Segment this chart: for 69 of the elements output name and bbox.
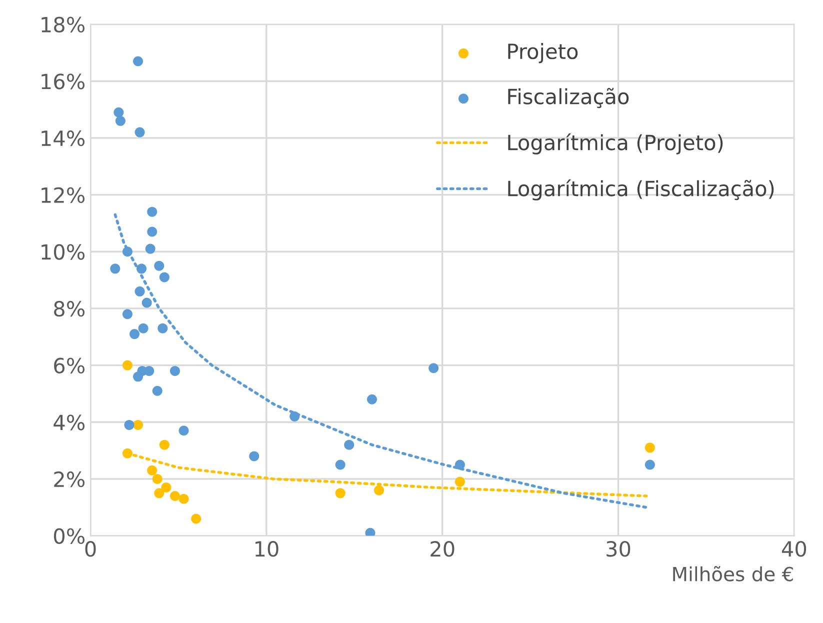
point	[344, 440, 354, 450]
line-series	[114, 213, 648, 509]
legend-label: Logarítmica (Projeto)	[508, 133, 723, 154]
point	[122, 360, 132, 370]
y-tick-label: 18%	[42, 16, 85, 33]
point	[249, 451, 260, 462]
point	[122, 309, 132, 320]
point	[147, 206, 158, 217]
y-tick-label: 14%	[42, 130, 85, 146]
point	[290, 411, 300, 422]
point	[134, 286, 145, 296]
point	[133, 56, 144, 66]
x-tick-label: 10	[255, 541, 278, 557]
point	[428, 363, 439, 374]
point	[152, 474, 162, 484]
point	[133, 372, 144, 382]
x-tick-label: 0	[85, 541, 96, 557]
point	[178, 426, 189, 436]
point	[374, 485, 384, 496]
point	[147, 226, 158, 237]
point	[191, 514, 202, 524]
point	[154, 488, 164, 498]
point	[335, 460, 346, 470]
point	[114, 107, 124, 118]
point	[122, 246, 132, 257]
point	[644, 460, 655, 470]
point	[644, 442, 655, 453]
x-axis-title: Milhões de €	[673, 566, 793, 582]
point	[142, 298, 152, 308]
point	[454, 460, 465, 470]
point	[122, 448, 132, 458]
legend-label: Fiscalização	[508, 88, 629, 108]
y-tick-label: 0%	[54, 528, 85, 544]
point	[136, 264, 147, 274]
y-tick-label: 4%	[54, 414, 85, 430]
point	[159, 272, 170, 282]
point	[366, 394, 378, 404]
point	[147, 465, 158, 476]
y-tick-label: 8%	[54, 300, 85, 317]
point	[365, 528, 376, 536]
point	[152, 386, 162, 396]
point	[158, 323, 168, 334]
legend-label: Projeto	[508, 43, 578, 64]
point	[161, 482, 172, 492]
y-tick-label: 10%	[42, 244, 85, 260]
x-tick-label: 20	[430, 541, 454, 557]
point	[170, 366, 180, 376]
point	[110, 264, 120, 274]
y-tick-label: 6%	[54, 358, 85, 374]
point	[454, 476, 465, 487]
point	[138, 323, 148, 334]
x-tick-label: 30	[606, 541, 630, 557]
x-tick-label: 40	[782, 541, 806, 557]
point	[145, 244, 156, 254]
point	[144, 366, 154, 376]
y-tick-label: 2%	[54, 471, 85, 488]
point	[178, 494, 189, 504]
point	[130, 329, 140, 340]
point	[335, 488, 346, 498]
point	[154, 260, 164, 271]
point	[124, 420, 134, 430]
point	[159, 440, 170, 450]
legend-label: Logarítmica (Fiscalização)	[508, 179, 774, 200]
point	[134, 127, 145, 138]
point	[133, 420, 144, 430]
y-tick-label: 12%	[42, 187, 85, 204]
y-tick-label: 16%	[42, 74, 85, 90]
point	[170, 490, 180, 502]
point	[115, 116, 126, 126]
